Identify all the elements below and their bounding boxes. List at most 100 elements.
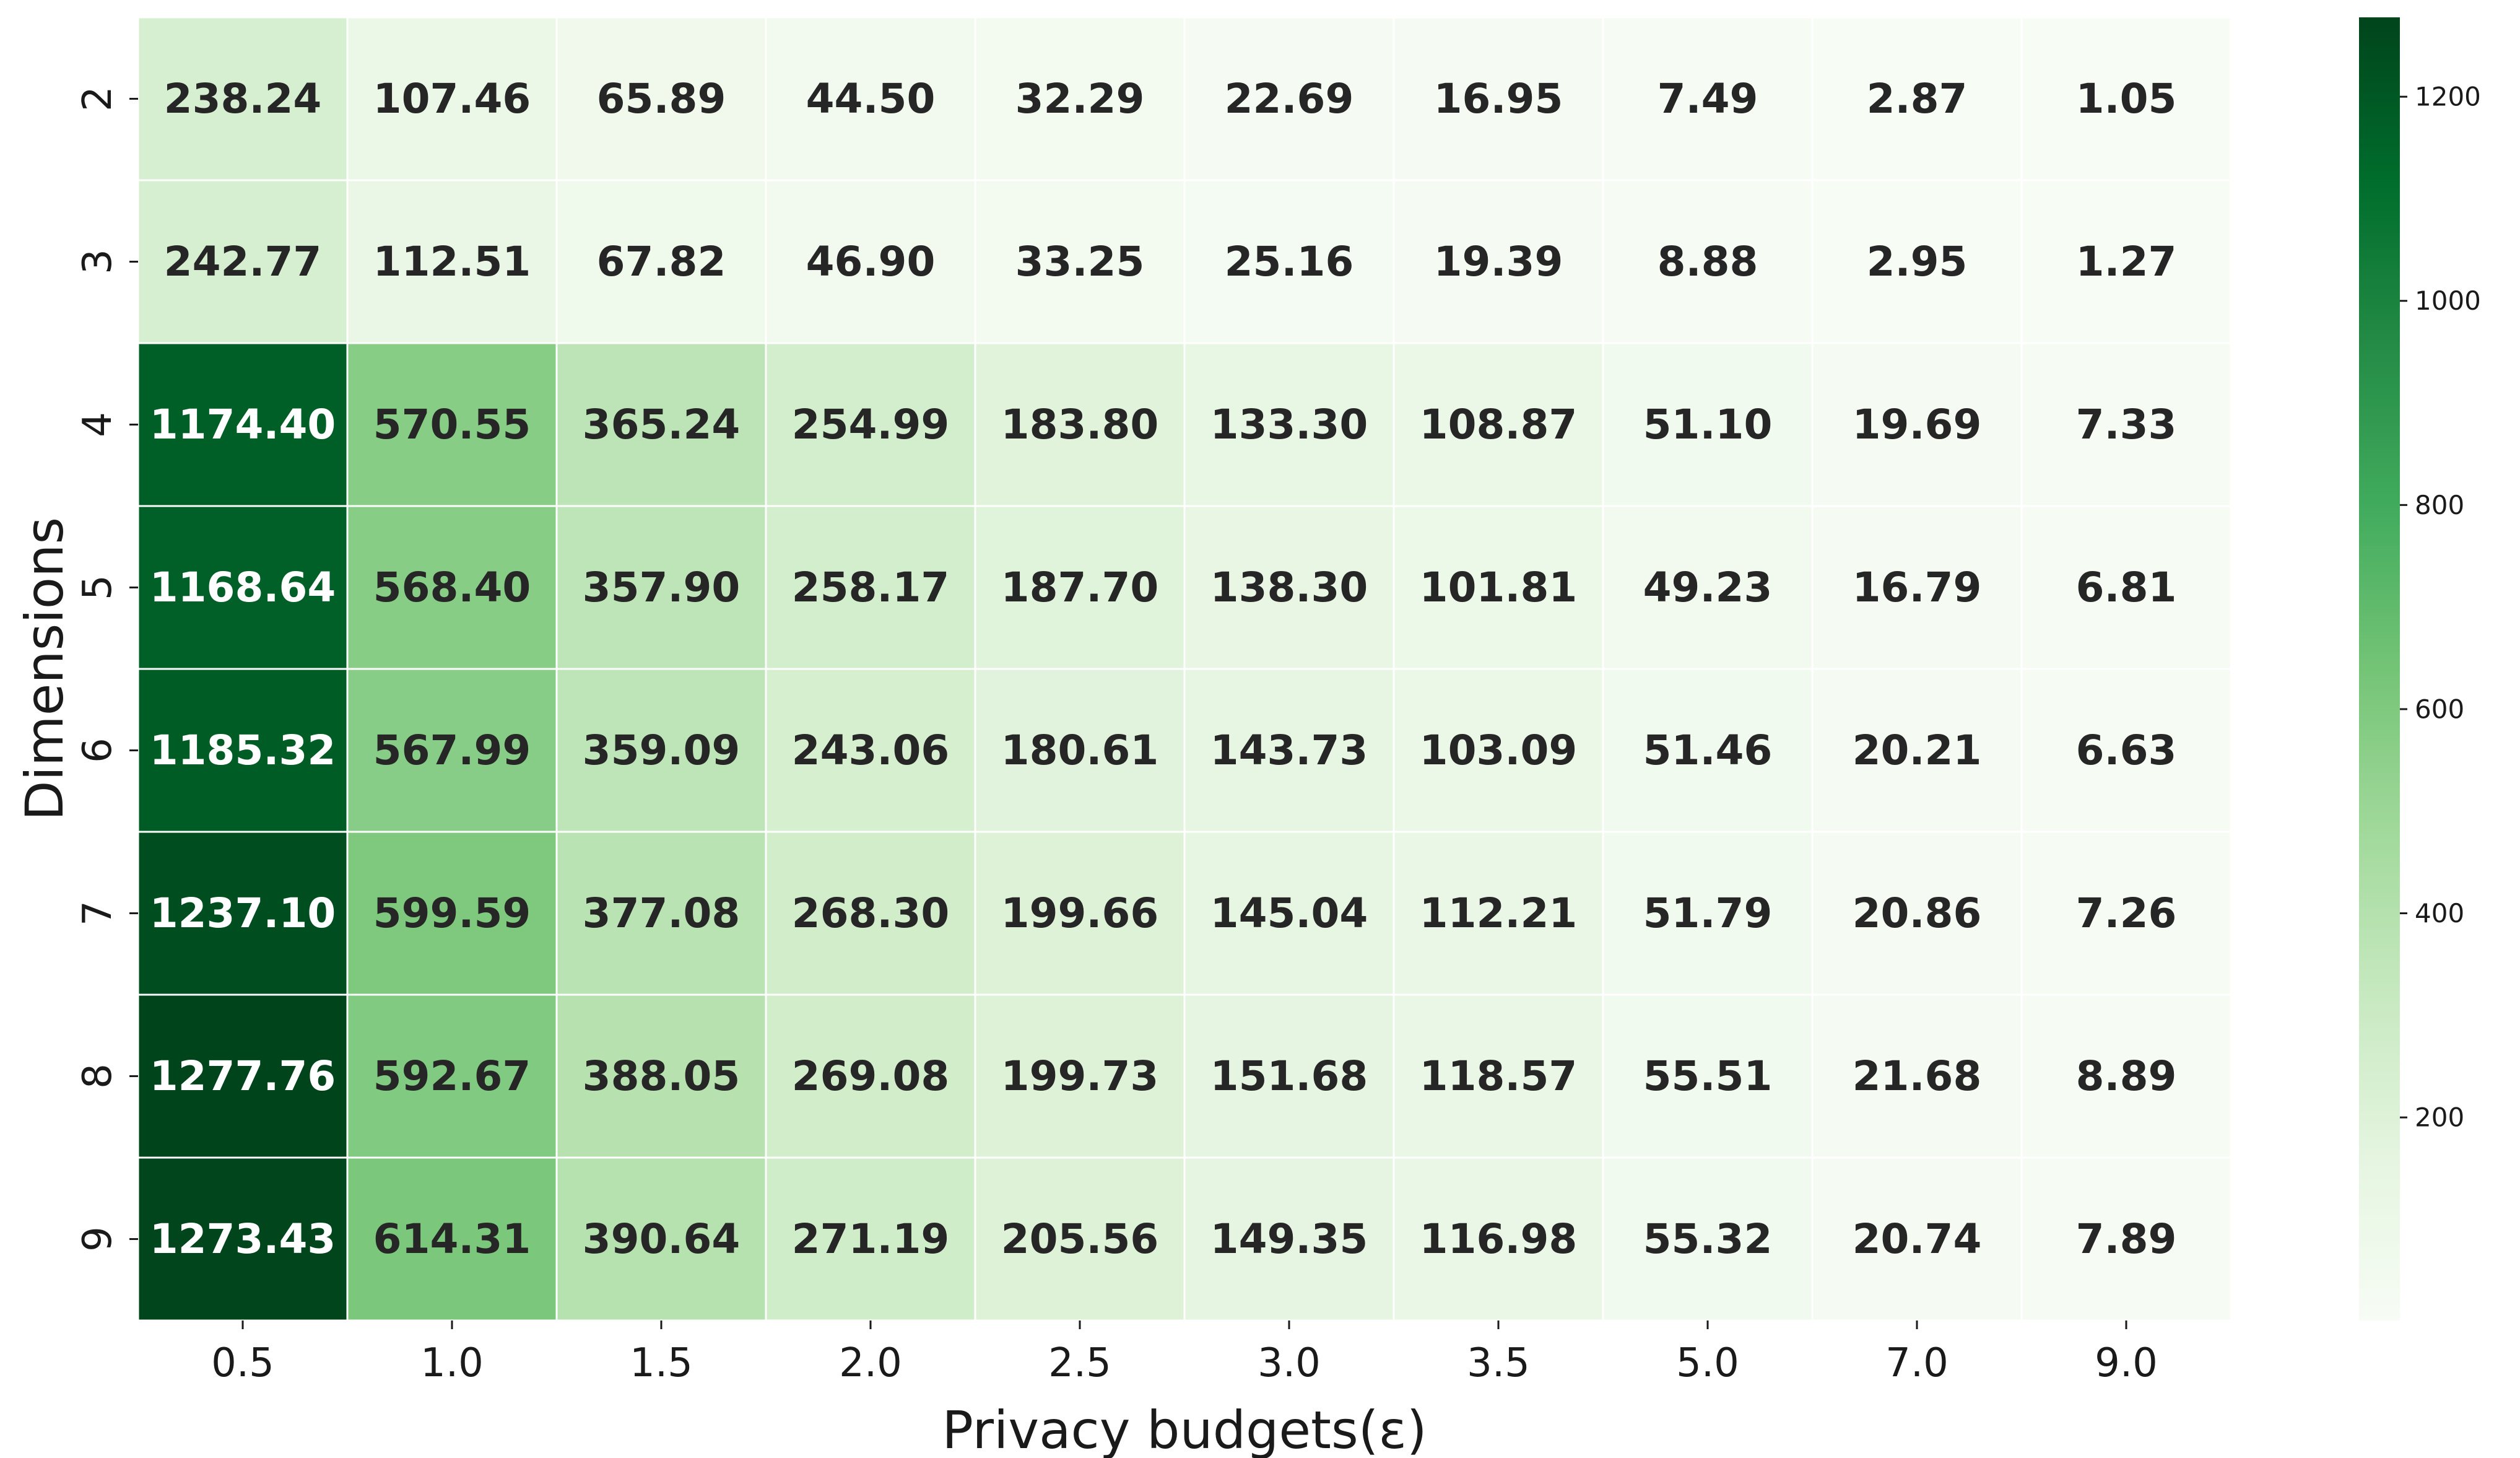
heatmap-cell bbox=[1393, 668, 1604, 833]
cell-value-label: 2.87 bbox=[1867, 75, 1968, 123]
cell-value-label: 112.21 bbox=[1420, 889, 1578, 937]
heatmap-cell bbox=[1183, 993, 1395, 1159]
cell-value-label: 1277.76 bbox=[150, 1052, 336, 1100]
heatmap-cell bbox=[137, 831, 349, 996]
x-tick-label: 1.5 bbox=[630, 1340, 693, 1386]
y-tick-label: 9 bbox=[75, 1226, 121, 1252]
heatmap-cell bbox=[2020, 993, 2232, 1159]
cell-value-label: 7.89 bbox=[2076, 1215, 2177, 1263]
cell-value-label: 101.81 bbox=[1420, 564, 1578, 611]
heatmap-cell bbox=[2020, 505, 2232, 670]
cell-value-label: 1168.64 bbox=[150, 564, 336, 611]
cell-value-label: 1185.32 bbox=[150, 727, 336, 774]
cell-value-label: 357.90 bbox=[583, 564, 741, 611]
heatmap-cell bbox=[555, 16, 767, 181]
cell-value-label: 388.05 bbox=[583, 1052, 741, 1100]
cell-value-label: 118.57 bbox=[1420, 1052, 1578, 1100]
cell-value-label: 254.99 bbox=[792, 401, 950, 448]
y-tick-label: 5 bbox=[75, 575, 121, 600]
heatmap-cell bbox=[555, 668, 767, 833]
cell-value-label: 1273.43 bbox=[150, 1215, 336, 1263]
heatmap-cell bbox=[137, 505, 349, 670]
y-tick-label: 2 bbox=[75, 86, 121, 111]
cell-value-label: 22.69 bbox=[1225, 75, 1354, 123]
y-tick-label: 4 bbox=[75, 412, 121, 437]
heatmap-cell bbox=[1602, 993, 1814, 1159]
y-axis-label: Dimensions bbox=[14, 517, 75, 821]
heatmap-cell bbox=[765, 16, 976, 181]
heatmap-cell bbox=[2020, 342, 2232, 507]
colorbar-gradient bbox=[2359, 17, 2400, 1320]
heatmap-cell bbox=[1602, 179, 1814, 344]
cell-value-label: 269.08 bbox=[792, 1052, 950, 1100]
heatmap-cell bbox=[1183, 16, 1395, 181]
cell-value-label: 1174.40 bbox=[150, 401, 336, 448]
cell-value-label: 238.24 bbox=[164, 75, 322, 123]
heatmap-cell bbox=[1183, 1156, 1395, 1322]
y-tick-label: 7 bbox=[75, 901, 121, 926]
heatmap-cell bbox=[2020, 179, 2232, 344]
cell-value-label: 32.29 bbox=[1015, 75, 1145, 123]
cell-value-label: 365.24 bbox=[583, 401, 741, 448]
cell-value-label: 49.23 bbox=[1643, 564, 1773, 611]
cell-value-label: 390.64 bbox=[583, 1215, 741, 1263]
cell-value-label: 25.16 bbox=[1225, 238, 1354, 286]
cell-value-label: 55.32 bbox=[1643, 1215, 1773, 1263]
heatmap-cell bbox=[346, 668, 558, 833]
cell-value-label: 138.30 bbox=[1210, 564, 1368, 611]
cell-value-label: 33.25 bbox=[1015, 238, 1145, 286]
cell-value-label: 44.50 bbox=[806, 75, 936, 123]
cell-value-label: 570.55 bbox=[373, 401, 531, 448]
cell-value-label: 7.26 bbox=[2076, 889, 2177, 937]
cell-value-label: 46.90 bbox=[806, 238, 936, 286]
cell-value-label: 187.70 bbox=[1001, 564, 1159, 611]
heatmap-cell bbox=[974, 16, 1186, 181]
cell-value-label: 205.56 bbox=[1001, 1215, 1159, 1263]
cell-value-label: 271.19 bbox=[792, 1215, 950, 1263]
cell-value-label: 19.69 bbox=[1853, 401, 1982, 448]
cell-value-label: 8.89 bbox=[2076, 1052, 2177, 1100]
heatmap-cell bbox=[1811, 831, 2023, 996]
cell-value-label: 108.87 bbox=[1420, 401, 1578, 448]
heatmap-cell bbox=[1811, 668, 2023, 833]
heatmap-cell bbox=[1811, 993, 2023, 1159]
heatmap-cell bbox=[1602, 1156, 1814, 1322]
cell-value-label: 199.66 bbox=[1001, 889, 1159, 937]
cell-value-label: 112.51 bbox=[373, 238, 531, 286]
colorbar-tick-label: 1000 bbox=[2415, 286, 2481, 316]
x-tick-label: 3.5 bbox=[1467, 1340, 1530, 1386]
x-tick-label: 7.0 bbox=[1885, 1340, 1949, 1386]
x-tick-label: 3.0 bbox=[1258, 1340, 1321, 1386]
heatmap-cell bbox=[2020, 1156, 2232, 1322]
cell-value-label: 242.77 bbox=[164, 238, 322, 286]
cell-value-label: 599.59 bbox=[373, 889, 531, 937]
cell-value-label: 16.95 bbox=[1434, 75, 1563, 123]
cell-value-label: 268.30 bbox=[792, 889, 950, 937]
cell-value-label: 51.79 bbox=[1643, 889, 1773, 937]
heatmap-cell bbox=[1393, 179, 1604, 344]
colorbar-tick-label: 600 bbox=[2415, 694, 2464, 724]
heatmap-cell bbox=[765, 1156, 976, 1322]
heatmap-cell bbox=[1393, 342, 1604, 507]
heatmap-cell bbox=[1602, 16, 1814, 181]
heatmap-cell bbox=[1393, 831, 1604, 996]
x-tick-label: 1.0 bbox=[420, 1340, 484, 1386]
cell-value-label: 151.68 bbox=[1210, 1052, 1368, 1100]
cell-value-label: 614.31 bbox=[373, 1215, 531, 1263]
x-tick-label: 0.5 bbox=[211, 1340, 274, 1386]
heatmap-cell bbox=[974, 831, 1186, 996]
heatmap-cell bbox=[974, 342, 1186, 507]
heatmap-cell bbox=[765, 179, 976, 344]
heatmap-cell bbox=[137, 16, 349, 181]
heatmap-cell bbox=[974, 1156, 1186, 1322]
cell-value-label: 116.98 bbox=[1420, 1215, 1578, 1263]
y-tick-label: 3 bbox=[75, 249, 121, 274]
cell-value-label: 258.17 bbox=[792, 564, 950, 611]
colorbar-tick-label: 200 bbox=[2415, 1102, 2464, 1133]
y-axis-ticks: 2 3 4 5 6 7 8 9 bbox=[75, 86, 138, 1252]
cell-value-label: 2.95 bbox=[1867, 238, 1968, 286]
cell-value-label: 103.09 bbox=[1420, 727, 1578, 774]
x-axis-label: Privacy budgets(ε) bbox=[942, 1400, 1427, 1458]
cell-value-label: 21.68 bbox=[1853, 1052, 1982, 1100]
cell-value-label: 592.67 bbox=[373, 1052, 531, 1100]
